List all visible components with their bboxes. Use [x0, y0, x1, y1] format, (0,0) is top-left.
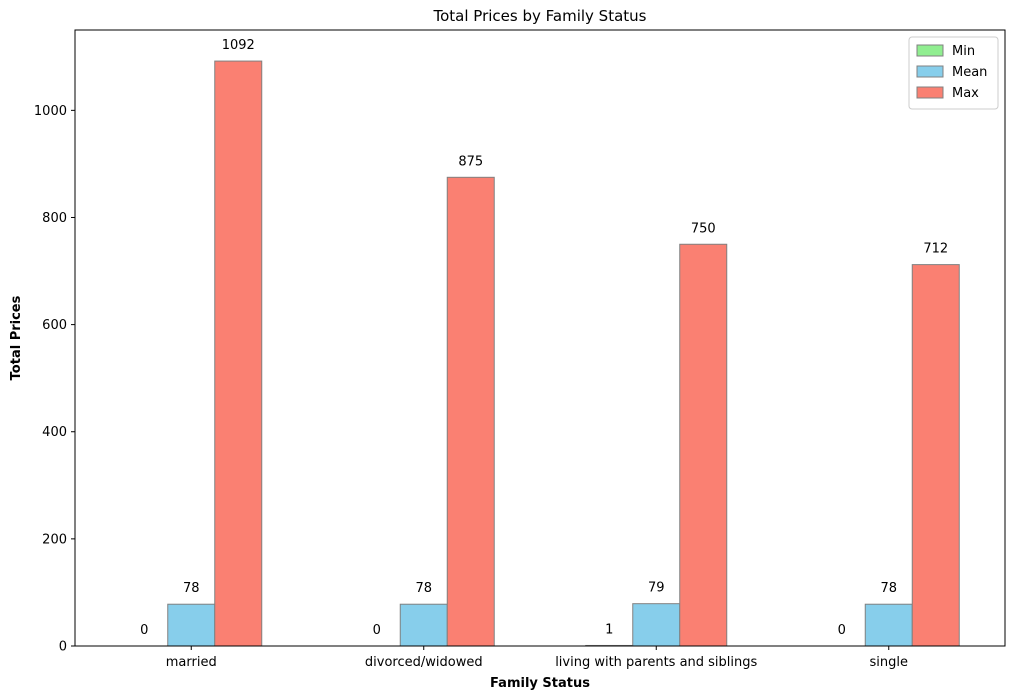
data-label-mean-2: 79 [648, 581, 665, 596]
bar-max-0 [214, 60, 263, 647]
data-label-min-2: 1 [605, 622, 613, 637]
bar-mean-3 [864, 603, 913, 647]
bar-mean-0 [167, 603, 216, 647]
data-label-max-1: 875 [458, 154, 483, 169]
y-tick-label-1000: 1000 [34, 104, 67, 119]
x-tick-label-3: single [870, 655, 909, 670]
data-label-mean-0: 78 [183, 581, 200, 596]
legend-label-mean: Mean [952, 65, 987, 80]
y-tick-label-800: 800 [42, 211, 67, 226]
y-tick-label-600: 600 [42, 318, 67, 333]
data-label-mean-3: 78 [880, 581, 897, 596]
legend-swatch-min [916, 44, 944, 57]
y-axis-title: Total Prices [9, 295, 24, 380]
bar-mean-2 [632, 603, 681, 647]
plot-frame [74, 29, 1006, 647]
data-label-max-0: 1092 [222, 38, 255, 53]
y-tick-label-0: 0 [59, 640, 67, 655]
data-label-max-2: 750 [691, 221, 716, 236]
x-axis-title: Family Status [490, 676, 590, 691]
bar-max-1 [446, 176, 495, 647]
legend-swatch-mean [916, 65, 944, 78]
data-label-mean-1: 78 [415, 581, 432, 596]
chart-title: Total Prices by Family Status [433, 7, 647, 25]
bar-mean-1 [399, 603, 448, 647]
data-label-max-3: 712 [923, 242, 948, 257]
legend-label-max: Max [952, 86, 979, 101]
x-tick-label-0: married [166, 655, 217, 670]
x-tick-label-2: living with parents and siblings [555, 655, 757, 670]
legend-swatch-max [916, 86, 944, 99]
legend-label-min: Min [952, 44, 975, 59]
data-label-min-1: 0 [373, 623, 381, 638]
data-label-min-0: 0 [140, 623, 148, 638]
bar-max-3 [911, 264, 960, 647]
x-tick-label-1: divorced/widowed [365, 655, 483, 670]
y-tick-label-400: 400 [42, 425, 67, 440]
y-tick-label-200: 200 [42, 532, 67, 547]
data-label-min-3: 0 [838, 623, 846, 638]
bar-max-2 [679, 243, 728, 647]
